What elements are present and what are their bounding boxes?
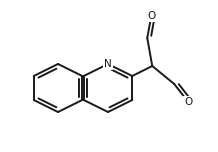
Text: O: O — [184, 97, 192, 107]
Text: N: N — [104, 59, 112, 69]
Text: O: O — [147, 11, 155, 21]
